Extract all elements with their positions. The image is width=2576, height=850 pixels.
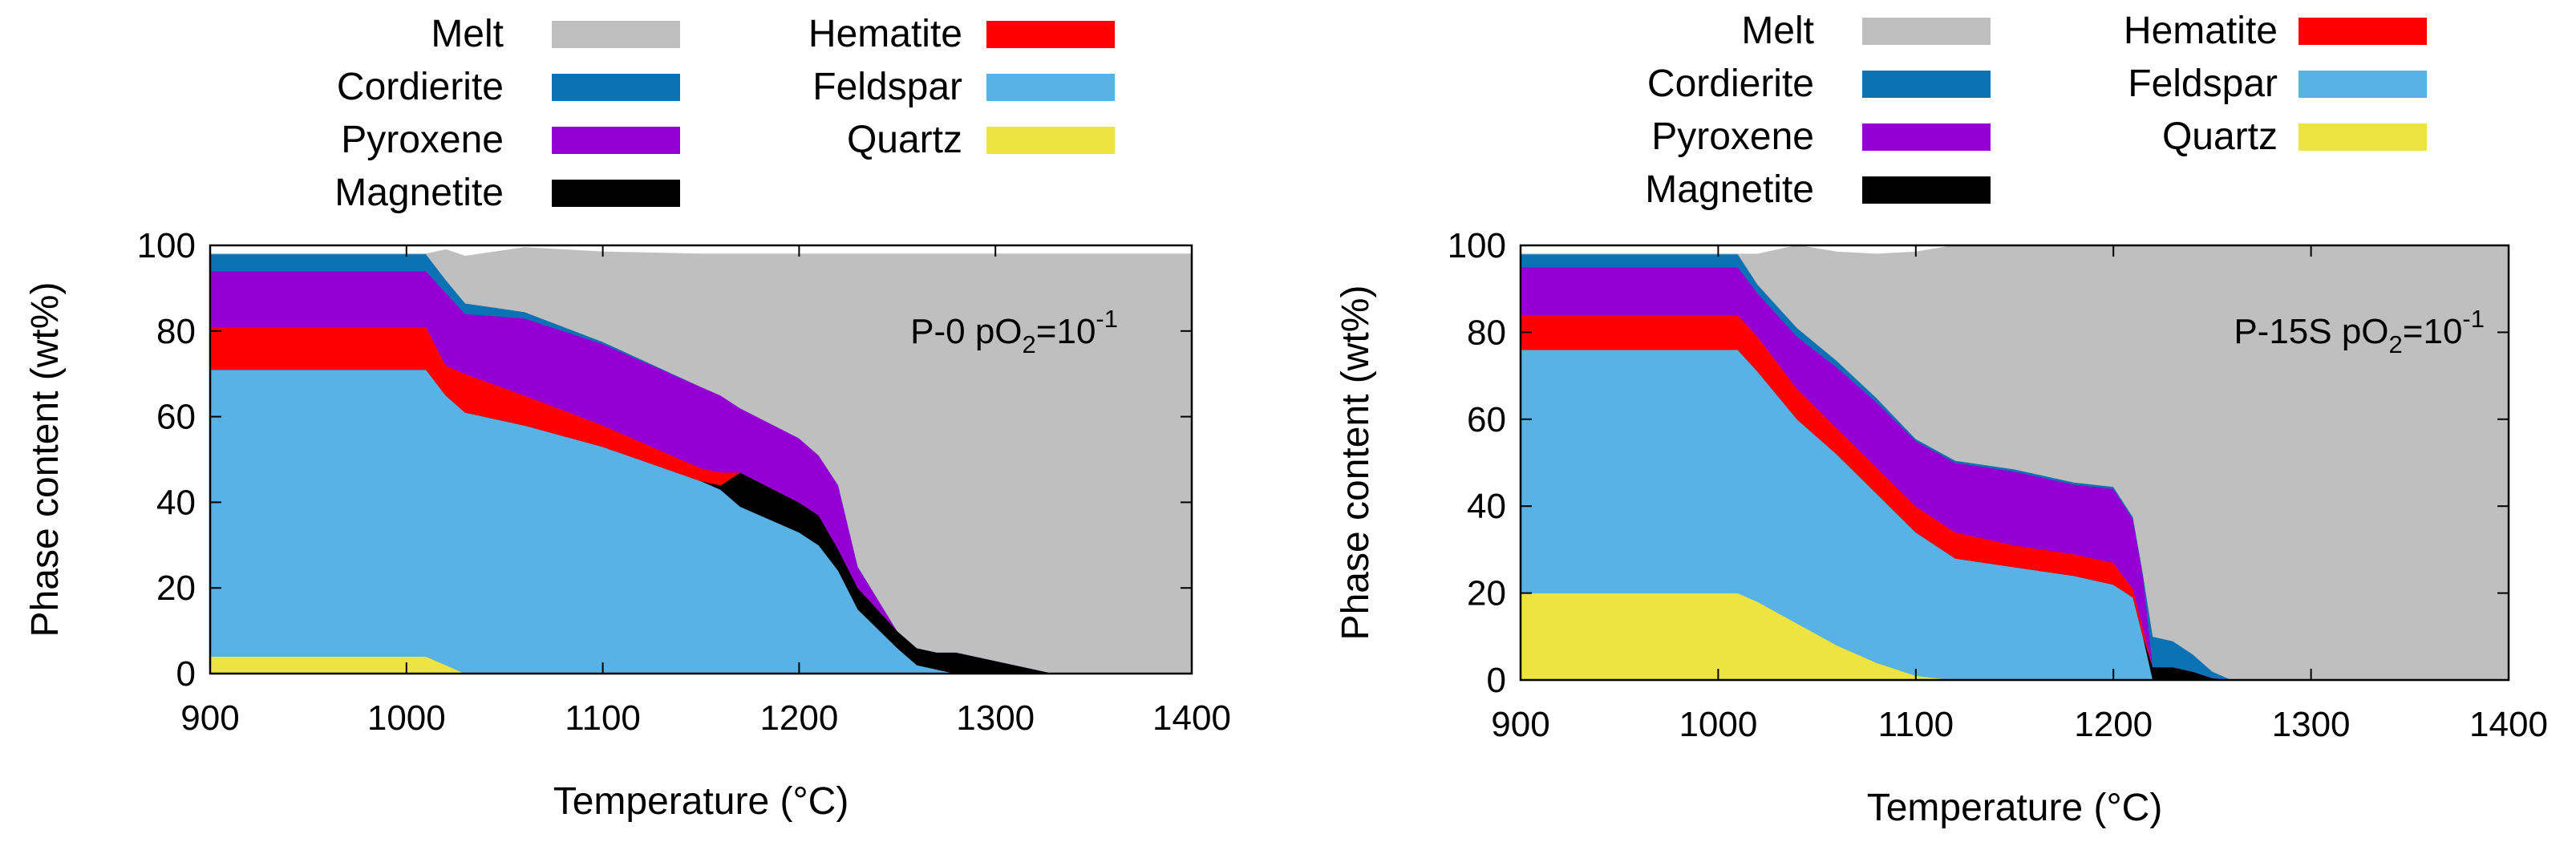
x-tick-label: 1400 bbox=[1152, 698, 1231, 738]
legend-swatch-cordierite bbox=[1862, 71, 1991, 98]
x-tick-label: 1000 bbox=[367, 698, 446, 738]
chart-annotation: P-15S pO2=10-1 bbox=[2234, 305, 2485, 358]
x-tick-label: 1400 bbox=[2469, 705, 2548, 744]
legend-label-magnetite: Magnetite bbox=[334, 172, 504, 214]
legend-label-hematite: Hematite bbox=[2124, 10, 2278, 52]
legend-label-feldspar: Feldspar bbox=[812, 66, 962, 108]
plot-frame bbox=[1519, 244, 2510, 682]
y-axis-title: Phase content (wt%) bbox=[24, 282, 67, 638]
y-tick-label: 80 bbox=[156, 312, 196, 351]
chart-panel-p15s: 900 1000 1100 1200 1300 1400 0 20 40 60 80 100 Tempe… bbox=[1335, 10, 2548, 829]
x-tick-label: 1100 bbox=[1877, 705, 1954, 744]
legend-swatch-quartz bbox=[986, 127, 1115, 154]
legend-label-cordierite: Cordierite bbox=[1647, 63, 1814, 105]
y-tick-label: 60 bbox=[156, 398, 196, 437]
legend-swatch-magnetite bbox=[1862, 176, 1991, 204]
x-axis-title: Temperature (°C) bbox=[1867, 787, 2163, 829]
chart-annotation: P-0 pO2=10-1 bbox=[910, 305, 1118, 358]
annotation-subscript: 2 bbox=[2389, 330, 2403, 358]
x-tick-label: 1200 bbox=[759, 698, 838, 738]
legend-swatch-cordierite bbox=[552, 74, 680, 101]
legend-swatch-magnetite bbox=[552, 180, 680, 207]
annotation-mid: =10 bbox=[1036, 312, 1096, 351]
legend-swatch-quartz bbox=[2299, 123, 2427, 151]
area-layers bbox=[1520, 245, 2509, 681]
annotation-mid: =10 bbox=[2403, 312, 2463, 351]
legend-swatch-feldspar bbox=[2299, 71, 2427, 98]
annotation-prefix: P-15S pO bbox=[2234, 312, 2388, 351]
y-tick-label: 20 bbox=[1467, 574, 1506, 613]
legend-label-cordierite: Cordierite bbox=[337, 66, 504, 108]
y-tick-label: 40 bbox=[1467, 487, 1506, 526]
x-tick-label: 1300 bbox=[2272, 705, 2351, 744]
x-tick-label: 900 bbox=[1491, 705, 1549, 744]
x-tick-label: 1200 bbox=[2074, 705, 2153, 744]
legend-label-quartz: Quartz bbox=[2162, 115, 2278, 158]
y-tick-label: 40 bbox=[156, 483, 196, 522]
legend: Melt Hematite Cordierite Feldspar Pyroxene Qu… bbox=[1645, 10, 2427, 211]
chart-panel-p0: 900 1000 1100 1200 1300 1400 0 20 40 60 80 100 Tempe… bbox=[24, 13, 1231, 823]
y-tick-label: 20 bbox=[156, 569, 196, 608]
legend-swatch-feldspar bbox=[986, 74, 1115, 101]
x-tick-label: 1100 bbox=[565, 698, 641, 738]
y-tick-label: 100 bbox=[1448, 226, 1506, 265]
legend-label-pyroxene: Pyroxene bbox=[341, 119, 504, 161]
legend-label-melt: Melt bbox=[431, 13, 504, 55]
y-tick-label: 0 bbox=[176, 654, 196, 694]
legend-label-magnetite: Magnetite bbox=[1645, 168, 1814, 211]
plot-frame bbox=[209, 244, 1193, 675]
x-tick-label: 900 bbox=[180, 698, 239, 738]
x-tick-label: 1300 bbox=[956, 698, 1035, 738]
legend-swatch-pyroxene bbox=[1862, 123, 1991, 151]
legend: Melt Hematite Cordierite Feldspar Pyroxene Qu… bbox=[334, 13, 1115, 214]
annotation-prefix: P-0 pO bbox=[910, 312, 1022, 351]
legend-label-quartz: Quartz bbox=[847, 119, 962, 161]
legend-label-melt: Melt bbox=[1741, 10, 1814, 52]
y-axis-title: Phase content (wt%) bbox=[1335, 285, 1377, 641]
legend-label-hematite: Hematite bbox=[808, 13, 962, 55]
legend-swatch-melt bbox=[552, 21, 680, 48]
legend-swatch-hematite bbox=[2299, 18, 2427, 45]
x-axis-title: Temperature (°C) bbox=[553, 780, 849, 823]
legend-swatch-hematite bbox=[986, 21, 1115, 48]
x-tick-label: 1000 bbox=[1679, 705, 1757, 744]
legend-label-feldspar: Feldspar bbox=[2128, 63, 2278, 105]
annotation-subscript: 2 bbox=[1023, 330, 1036, 358]
annotation-superscript: -1 bbox=[1096, 305, 1118, 333]
area-layers bbox=[209, 247, 1193, 674]
legend-swatch-melt bbox=[1862, 18, 1991, 45]
y-tick-label: 60 bbox=[1467, 400, 1506, 439]
y-tick-label: 80 bbox=[1467, 313, 1506, 352]
annotation-superscript: -1 bbox=[2462, 305, 2485, 333]
y-tick-label: 100 bbox=[137, 226, 196, 265]
y-tick-label: 0 bbox=[1487, 661, 1506, 700]
legend-label-pyroxene: Pyroxene bbox=[1651, 115, 1814, 158]
legend-swatch-pyroxene bbox=[552, 127, 680, 154]
